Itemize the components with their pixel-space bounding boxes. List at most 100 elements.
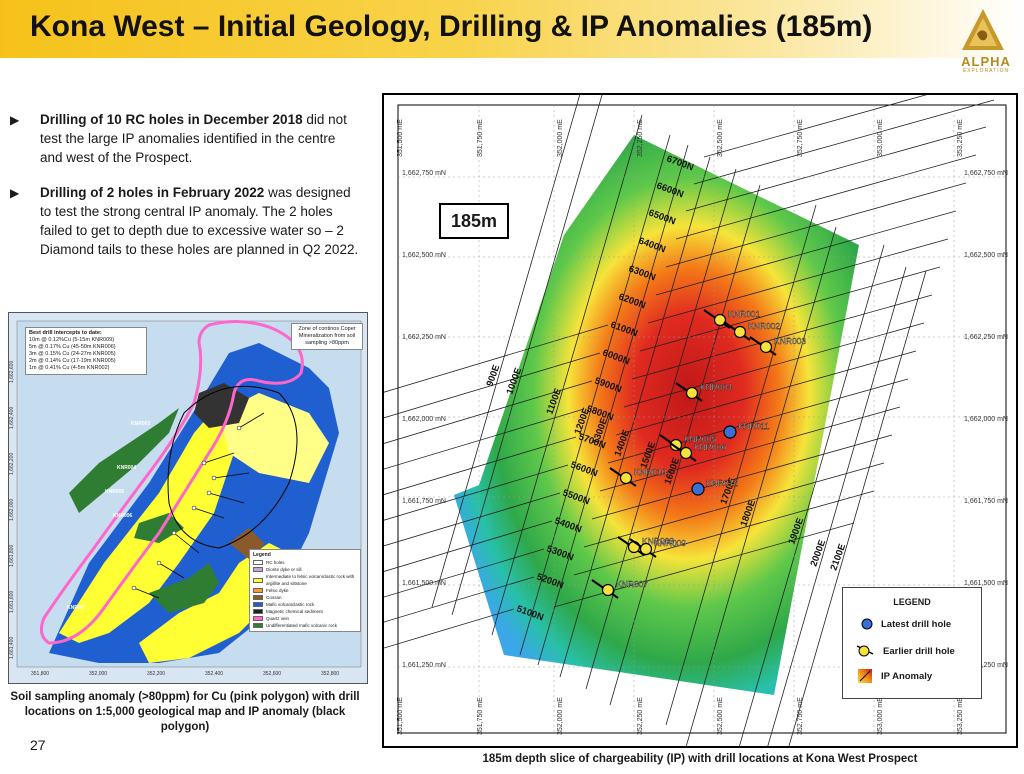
ip-x-tick: 352,750 mE xyxy=(797,697,804,735)
ip-x-tick: 352,750 mE xyxy=(797,119,804,157)
drill-hole-label: KNR005 xyxy=(684,434,716,444)
rock-legend-label: Magnetic chemical sediment xyxy=(266,609,323,614)
intercept-line: 3m @ 0.15% Cu (24-27m KNR005) xyxy=(29,351,116,357)
ip-y-tick: 1,662,000 mN xyxy=(964,416,1008,423)
ip-x-tick: 352,250 mE xyxy=(637,119,644,157)
rock-legend-title: Legend xyxy=(253,552,271,558)
latest-hole-icon xyxy=(861,618,873,630)
northing-line xyxy=(573,490,875,576)
bullet-text: Drilling of 10 RC holes in December 2018… xyxy=(40,112,347,165)
drill-hole-marker: KNR009 xyxy=(629,538,687,558)
legend-latest-row: Latest drill hole xyxy=(861,618,951,630)
earlier-hole-icon xyxy=(619,471,633,485)
bullet-item: ▶ Drilling of 2 holes in February 2022 w… xyxy=(10,183,360,259)
ip-y-tick: 1,661,250 mN xyxy=(402,662,446,669)
rock-legend-item: Gossan xyxy=(253,594,357,601)
geo-y-tick: 1,661,800 xyxy=(9,544,15,567)
rock-swatch-icon xyxy=(253,623,263,628)
ip-x-tick: 353,250 mE xyxy=(957,697,964,735)
intercept-line: 5m @ 0.17% Cu (45-50m KNR006) xyxy=(29,344,116,350)
northing-line xyxy=(599,406,901,492)
easting-line xyxy=(609,184,761,706)
easting-line xyxy=(491,114,643,636)
drill-hole-label: KNR002 xyxy=(748,321,780,331)
geo-x-tick: 352,200 xyxy=(147,671,166,677)
easting-line xyxy=(431,95,581,608)
ip-y-tick: 1,661,500 mN xyxy=(964,580,1008,587)
geo-x-tick: 351,800 xyxy=(31,671,50,677)
drill-hole-marker: KNR001 xyxy=(703,309,761,329)
geo-x-tick: 352,400 xyxy=(205,671,224,677)
ip-y-tick: 1,662,500 mN xyxy=(964,252,1008,259)
rock-swatch-icon xyxy=(253,616,263,621)
latest-hole-icon xyxy=(723,425,737,439)
drill-hole-label: KNR006 xyxy=(694,442,726,452)
drill-hole-marker: KNR012 xyxy=(691,478,739,496)
northing-line xyxy=(693,99,995,185)
easting-line xyxy=(451,95,603,616)
northing-line xyxy=(384,464,569,521)
ip-x-tick: 353,000 mE xyxy=(877,697,884,735)
rock-swatch-icon xyxy=(253,577,263,583)
earlier-hole-icon xyxy=(759,340,773,354)
slide-title: Kona West – Initial Geology, Drilling & … xyxy=(30,10,873,43)
legend-earlier-label: Earlier drill hole xyxy=(883,645,955,657)
intercept-line: 2m @ 0.14% Cu (17-19m KNR005) xyxy=(29,358,116,364)
northing-line xyxy=(615,350,917,436)
drill-hole-label: KNR009 xyxy=(654,538,686,548)
geology-map: Best drill intercepts to date: 10m @ 0.1… xyxy=(8,312,368,684)
ip-legend: LEGEND Latest drill hole Earlier drill h… xyxy=(842,587,982,699)
geo-hole-label: KNR005 xyxy=(105,489,125,495)
depth-label: 185m xyxy=(439,203,509,239)
rock-legend-item: Quartz vein xyxy=(253,615,357,622)
northing-line xyxy=(384,436,577,496)
legend-anomaly-label: IP Anomaly xyxy=(881,670,933,682)
ip-x-tick: 352,000 mE xyxy=(557,697,564,735)
northing-line xyxy=(607,378,909,464)
northing-line xyxy=(384,576,535,623)
logo-subtext: EXPLORATION xyxy=(962,68,1010,74)
arrow-bullet-icon: ▶ xyxy=(10,113,20,127)
geo-y-tick: 1,662,400 xyxy=(9,406,15,429)
alpha-logo-icon xyxy=(962,9,1004,50)
northing-line xyxy=(665,182,967,268)
easting-line xyxy=(585,168,737,690)
easting-line xyxy=(665,204,817,726)
rock-swatch-icon xyxy=(253,560,263,565)
drill-hole-label: KNR004 xyxy=(700,382,732,392)
drill-hole-label: KNR008 xyxy=(642,536,674,546)
page-number: 27 xyxy=(30,737,46,753)
intercepts-title: Best drill intercepts to date: xyxy=(29,330,102,336)
legend-earlier-row: Earlier drill hole xyxy=(855,644,955,658)
intercepts-box: Best drill intercepts to date: 10m @ 0.1… xyxy=(25,327,147,375)
drill-hole-marker: KNR011 xyxy=(723,421,770,439)
legend-anomaly-row: IP Anomaly xyxy=(857,668,932,684)
rock-legend-label: Intermediate to felsic volcaniclastic ro… xyxy=(266,574,355,586)
ip-x-tick: 351,750 mE xyxy=(477,119,484,157)
easting-line xyxy=(767,266,907,746)
earlier-hole-icon xyxy=(639,542,653,556)
rock-legend-label: Quartz vein xyxy=(266,616,290,621)
rock-legend-item: Undifferentiated mafic volcanic rock xyxy=(253,622,357,629)
drill-hole-label: KNR012 xyxy=(706,478,738,488)
rock-swatch-icon xyxy=(253,595,263,600)
ip-x-tick: 353,250 mE xyxy=(957,119,964,157)
rock-legend-label: RC holes xyxy=(266,560,285,565)
rock-legend-item: Felsic dyke xyxy=(253,587,357,594)
drill-hole-label: KNR003 xyxy=(774,336,806,346)
ip-y-tick: 1,662,500 mN xyxy=(402,252,446,259)
earlier-hole-icon xyxy=(856,645,874,657)
drill-hole-marker: KNR004 xyxy=(675,382,733,402)
geo-y-tick: 1,662,200 xyxy=(9,452,15,475)
bullet-item: ▶ Drilling of 10 RC holes in December 20… xyxy=(10,110,360,167)
bullet-list: ▶ Drilling of 10 RC holes in December 20… xyxy=(10,110,360,275)
earlier-hole-icon xyxy=(733,325,747,339)
northing-line xyxy=(384,608,515,649)
northing-line xyxy=(384,520,553,572)
drill-hole-label: KNR001 xyxy=(728,309,760,319)
northing-line xyxy=(583,462,885,548)
geo-y-tick: 1,661,600 xyxy=(9,590,15,613)
northing-line xyxy=(647,238,949,324)
northing-line xyxy=(384,408,585,470)
ip-y-tick: 1,662,250 mN xyxy=(964,334,1008,341)
